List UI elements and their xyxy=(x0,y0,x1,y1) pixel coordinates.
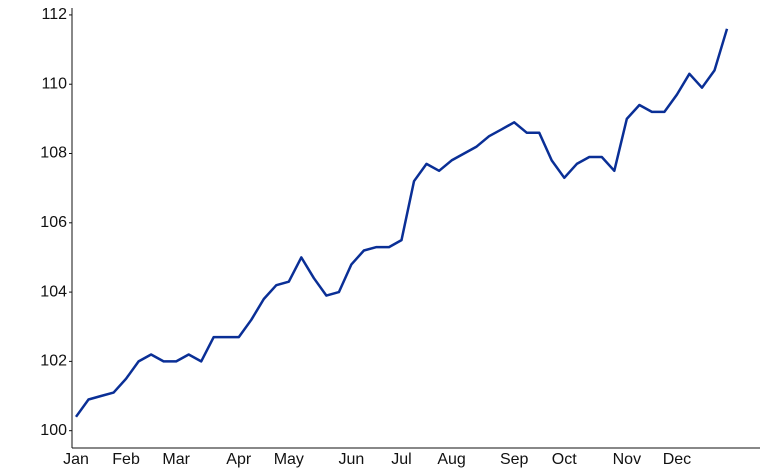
x-tick-label: Apr xyxy=(226,451,252,468)
x-tick-label: Jan xyxy=(63,451,89,468)
y-tick-label: 102 xyxy=(40,353,67,370)
x-tick-label: Nov xyxy=(613,451,641,468)
x-tick-label: Jul xyxy=(391,451,411,468)
x-tick-label: Jun xyxy=(339,451,365,468)
x-tick-label: Aug xyxy=(437,451,465,468)
x-tick-label: Sep xyxy=(500,451,529,468)
x-tick-label: Dec xyxy=(663,451,691,468)
y-tick-label: 112 xyxy=(41,6,67,23)
y-tick-label: 110 xyxy=(41,75,67,92)
line-series xyxy=(74,28,729,418)
x-tick-label: Mar xyxy=(162,451,190,468)
x-tick-label: Feb xyxy=(112,451,140,468)
x-tick-label: May xyxy=(274,451,304,468)
y-tick-label: 108 xyxy=(40,145,67,162)
x-tick-label: Oct xyxy=(552,451,577,468)
y-tick-label: 106 xyxy=(40,214,67,231)
y-tick-label: 104 xyxy=(40,283,67,300)
y-tick-label: 100 xyxy=(40,422,67,439)
